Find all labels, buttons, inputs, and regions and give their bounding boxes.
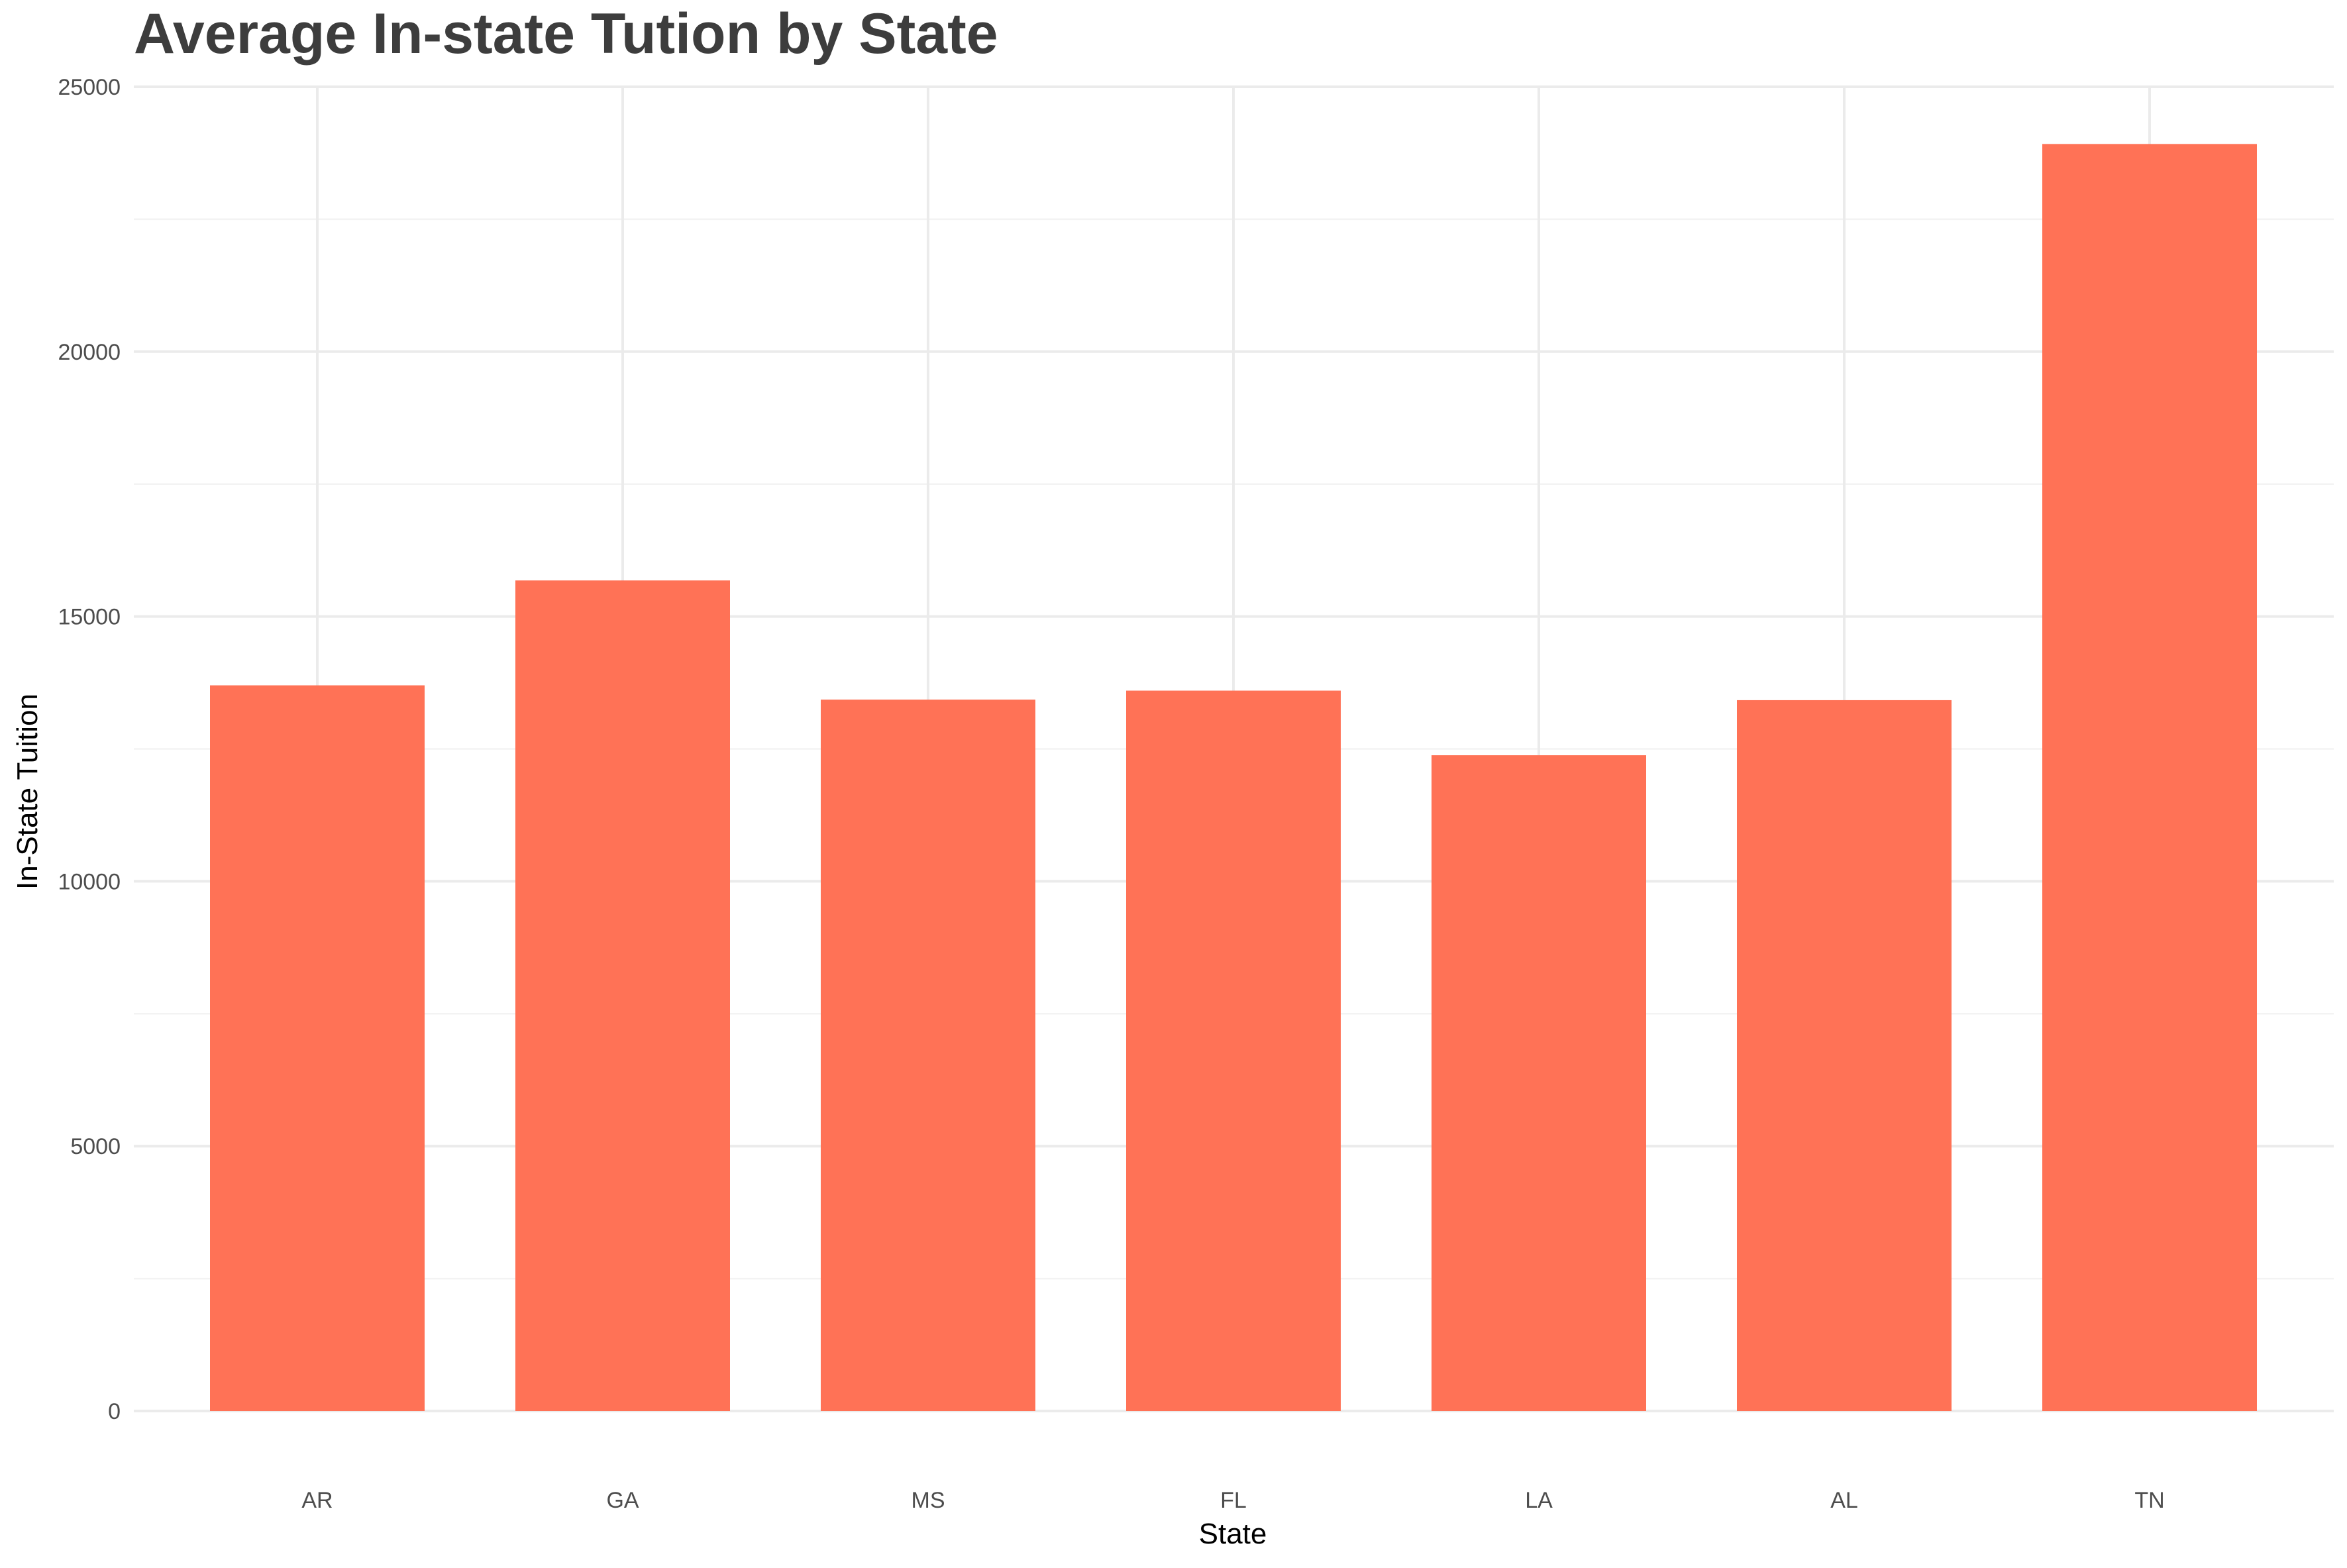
- y-tick-label: 15000: [58, 605, 121, 630]
- y-tick-label: 25000: [58, 75, 121, 100]
- y-tick-label: 0: [108, 1399, 121, 1424]
- y-axis-title: In-State Tuition: [11, 694, 44, 890]
- x-tick-label: TN: [2134, 1488, 2164, 1513]
- bars: [210, 144, 2257, 1411]
- bar-al: [1737, 700, 1952, 1411]
- y-tick-label: 20000: [58, 340, 121, 365]
- x-tick-label: LA: [1525, 1488, 1553, 1513]
- y-tick-label: 5000: [70, 1134, 121, 1159]
- x-tick-label: FL: [1220, 1488, 1247, 1513]
- bar-tn: [2042, 144, 2257, 1411]
- x-tick-label: AL: [1830, 1488, 1858, 1513]
- bar-fl: [1126, 690, 1341, 1411]
- y-tick-label: 10000: [58, 869, 121, 894]
- x-axis-title: State: [1199, 1518, 1267, 1550]
- bar-ga: [515, 580, 730, 1411]
- chart-title: Average In-state Tution by State: [134, 2, 998, 66]
- x-tick-label: GA: [606, 1488, 639, 1513]
- y-axis-tick-labels: 0 5000 10000 15000 20000 25000: [58, 75, 121, 1424]
- x-axis-tick-labels: AR GA MS FL LA AL TN: [301, 1488, 2164, 1513]
- x-tick-label: MS: [912, 1488, 945, 1513]
- x-tick-label: AR: [301, 1488, 333, 1513]
- bar-ms: [821, 700, 1035, 1411]
- bar-ar: [210, 685, 425, 1411]
- bar-la: [1432, 755, 1646, 1411]
